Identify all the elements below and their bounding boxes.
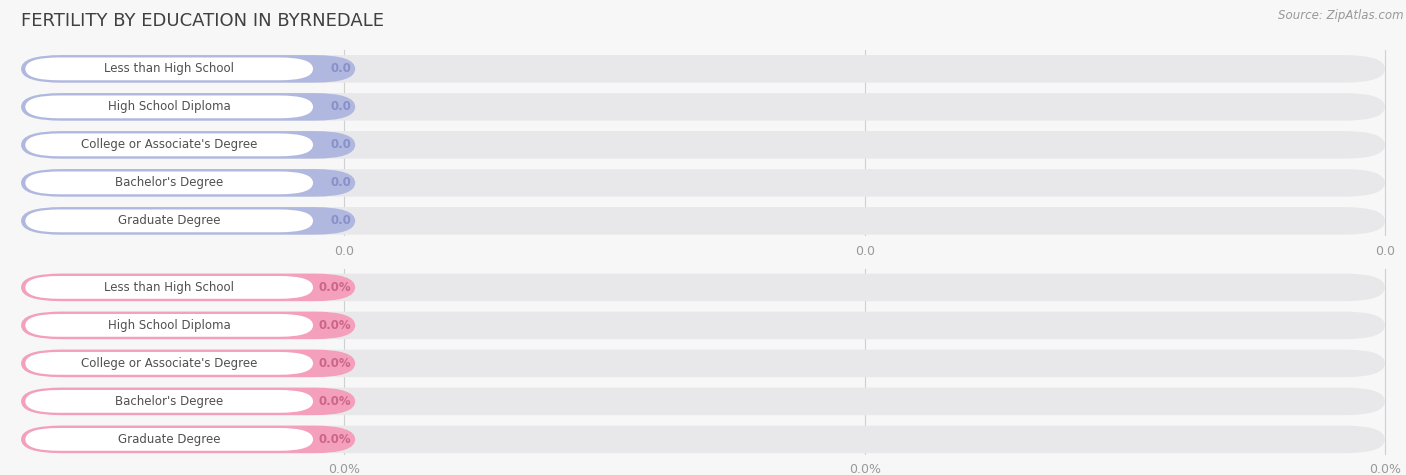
FancyBboxPatch shape [25,171,314,194]
Text: 0.0: 0.0 [330,100,352,114]
FancyBboxPatch shape [25,352,314,375]
FancyBboxPatch shape [21,131,356,159]
FancyBboxPatch shape [21,274,356,301]
FancyBboxPatch shape [21,350,1385,377]
FancyBboxPatch shape [21,55,1385,83]
Text: FERTILITY BY EDUCATION IN BYRNEDALE: FERTILITY BY EDUCATION IN BYRNEDALE [21,12,384,30]
FancyBboxPatch shape [21,350,356,377]
FancyBboxPatch shape [21,207,356,235]
FancyBboxPatch shape [25,428,314,451]
FancyBboxPatch shape [25,133,314,156]
Text: Bachelor's Degree: Bachelor's Degree [115,395,224,408]
Text: 0.0: 0.0 [335,245,354,257]
Text: 0.0%: 0.0% [849,463,880,475]
FancyBboxPatch shape [21,207,1385,235]
Text: College or Associate's Degree: College or Associate's Degree [82,138,257,152]
FancyBboxPatch shape [21,426,1385,453]
FancyBboxPatch shape [21,274,1385,301]
FancyBboxPatch shape [21,93,356,121]
Text: 0.0: 0.0 [330,214,352,228]
FancyBboxPatch shape [21,388,356,415]
FancyBboxPatch shape [21,388,1385,415]
FancyBboxPatch shape [21,55,356,83]
Text: 0.0: 0.0 [330,176,352,190]
FancyBboxPatch shape [21,312,1385,339]
FancyBboxPatch shape [25,57,314,80]
FancyBboxPatch shape [21,169,1385,197]
Text: Less than High School: Less than High School [104,281,235,294]
Text: 0.0: 0.0 [855,245,875,257]
Text: Graduate Degree: Graduate Degree [118,433,221,446]
FancyBboxPatch shape [25,95,314,118]
FancyBboxPatch shape [21,312,356,339]
Text: 0.0%: 0.0% [318,319,352,332]
Text: 0.0: 0.0 [1375,245,1395,257]
FancyBboxPatch shape [25,314,314,337]
Text: 0.0%: 0.0% [318,357,352,370]
Text: High School Diploma: High School Diploma [108,319,231,332]
Text: 0.0%: 0.0% [318,395,352,408]
FancyBboxPatch shape [21,93,1385,121]
Text: College or Associate's Degree: College or Associate's Degree [82,357,257,370]
FancyBboxPatch shape [21,426,356,453]
Text: Source: ZipAtlas.com: Source: ZipAtlas.com [1278,9,1403,21]
Text: 0.0%: 0.0% [318,281,352,294]
Text: 0.0: 0.0 [330,138,352,152]
FancyBboxPatch shape [25,209,314,232]
FancyBboxPatch shape [25,276,314,299]
Text: 0.0%: 0.0% [1369,463,1400,475]
Text: Less than High School: Less than High School [104,62,235,76]
Text: 0.0%: 0.0% [329,463,360,475]
Text: Bachelor's Degree: Bachelor's Degree [115,176,224,190]
FancyBboxPatch shape [21,169,356,197]
FancyBboxPatch shape [25,390,314,413]
Text: High School Diploma: High School Diploma [108,100,231,114]
Text: 0.0%: 0.0% [318,433,352,446]
FancyBboxPatch shape [21,131,1385,159]
Text: 0.0: 0.0 [330,62,352,76]
Text: Graduate Degree: Graduate Degree [118,214,221,228]
